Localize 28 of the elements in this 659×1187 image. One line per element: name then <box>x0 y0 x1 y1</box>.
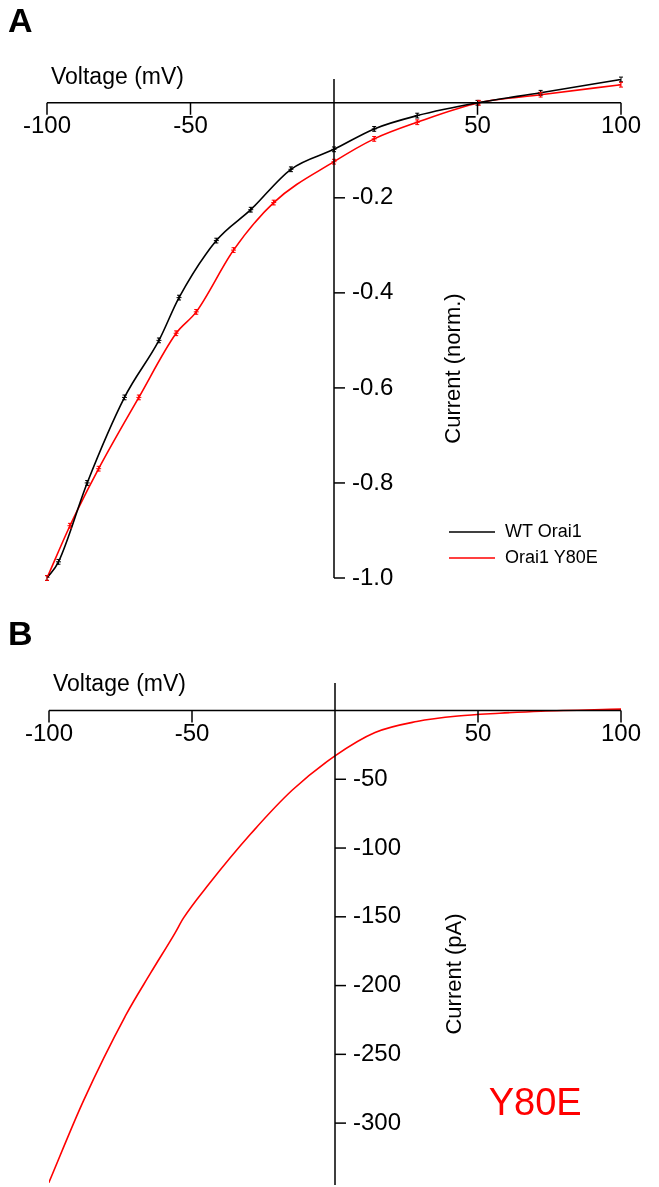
y-tick-label: -50 <box>353 763 388 791</box>
x-tick-label: -100 <box>22 111 72 139</box>
x-tick-label: 50 <box>464 719 492 747</box>
x-tick-label: 50 <box>464 111 491 139</box>
y-axis-title: Current (pA) <box>441 913 467 1035</box>
x-tick-label: -100 <box>24 719 74 747</box>
x-axis-title: Voltage (mV) <box>51 62 184 89</box>
text: Y80E <box>488 1081 582 1124</box>
x-tick-label: 100 <box>600 719 642 747</box>
x-tick-label: -50 <box>173 111 208 139</box>
y-tick-label: -100 <box>353 832 402 860</box>
y-tick-label: -200 <box>353 970 402 998</box>
x-tick-label: -50 <box>174 719 210 747</box>
y-axis-title: Current (norm.) <box>440 293 466 444</box>
x-axis-title: Voltage (mV) <box>53 670 186 697</box>
y-tick-label: -0.2 <box>352 182 394 210</box>
x-tick-label: 100 <box>600 111 642 139</box>
y-tick-label: -250 <box>353 1038 402 1066</box>
y-tick-label: -1.0 <box>352 562 394 590</box>
y-tick-label: -150 <box>353 901 402 929</box>
y-tick-label: -0.6 <box>352 372 394 400</box>
chart-title: A <box>8 1 33 39</box>
y-tick-label: -0.8 <box>352 467 394 495</box>
legend-label: WT Orai1 <box>505 520 582 541</box>
chart-title: B <box>8 614 33 652</box>
legend-label: Orai1 Y80E <box>505 546 598 567</box>
y-tick-label: -300 <box>353 1107 402 1135</box>
y-tick-label: -0.4 <box>352 277 394 305</box>
